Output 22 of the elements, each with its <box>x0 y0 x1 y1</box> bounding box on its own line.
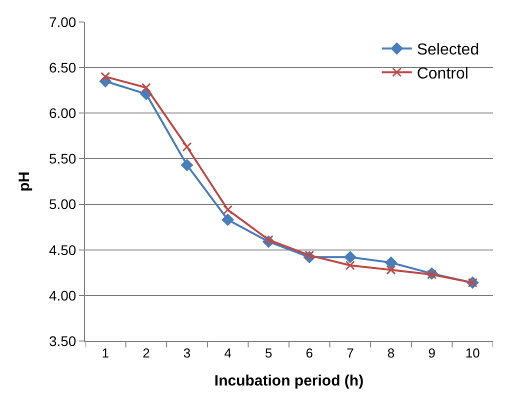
x-tick-label: 5 <box>264 346 272 361</box>
legend-label: Selected <box>416 42 480 59</box>
x-tick-label: 4 <box>224 346 232 361</box>
x-tick-label: 8 <box>387 346 395 361</box>
x-tick-label: 7 <box>346 346 354 361</box>
y-tick-label: 7.00 <box>48 14 76 30</box>
x-tick-label: 9 <box>428 346 436 361</box>
y-tick-label: 6.50 <box>48 59 76 76</box>
x-tick-label: 3 <box>183 346 191 361</box>
y-tick-label: 4.00 <box>48 287 76 304</box>
x-axis-title: Incubation period (h) <box>214 372 364 390</box>
x-tick-label: 2 <box>142 346 150 361</box>
y-tick-label: 4.50 <box>48 242 76 258</box>
y-tick-label: 5.50 <box>48 150 76 167</box>
x-tick-label: 6 <box>306 346 314 361</box>
legend-label: Control <box>416 66 468 83</box>
y-tick-label: 3.50 <box>48 332 76 349</box>
x-tick-label: 1 <box>102 346 110 361</box>
y-tick-label: 5.00 <box>48 196 76 212</box>
y-axis-title: pH <box>16 172 34 192</box>
y-tick-label: 6.00 <box>48 105 76 122</box>
x-tick-label: 10 <box>465 346 480 361</box>
